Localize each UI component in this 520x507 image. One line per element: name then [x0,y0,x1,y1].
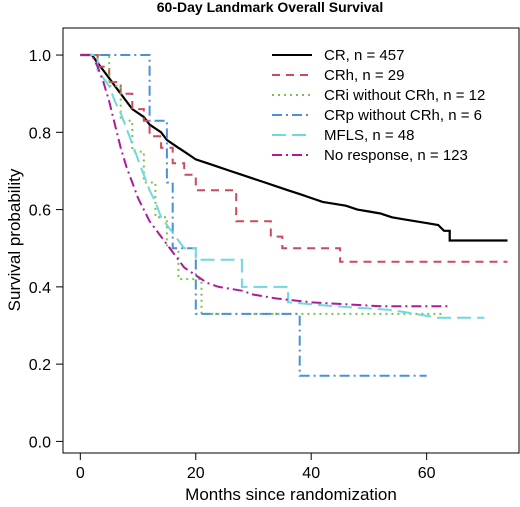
chart-title: 60-Day Landmark Overall Survival [157,0,383,15]
series-layer [80,53,508,377]
x-axis: 0 20 40 60 [76,453,436,482]
plot-frame [62,27,520,454]
legend: CR, n = 457 CRh, n = 29 CRi without CRh, n… [272,47,485,164]
y-tick-label: 0.0 [29,434,51,451]
series-line [80,54,427,377]
series-line [80,54,508,263]
series-line [80,54,485,319]
x-tick-label: 40 [302,465,320,482]
legend-label: CR, n = 457 [324,47,404,64]
y-tick-label: 0.8 [29,125,51,142]
y-tick-label: 0.6 [29,203,51,220]
x-tick-label: 20 [187,465,205,482]
legend-label: No response, n = 123 [324,147,468,164]
y-tick-label: 0.4 [29,280,51,297]
y-axis: 0.0 0.2 0.4 0.6 0.8 1.0 [29,48,63,451]
legend-label: CRp without CRh, n = 6 [324,107,482,124]
legend-label: CRi without CRh, n = 12 [324,87,485,104]
series-line [80,53,508,242]
legend-label: CRh, n = 29 [324,67,404,84]
y-tick-label: 1.0 [29,48,51,65]
y-tick-label: 0.2 [29,357,51,374]
legend-label: MFLS, n = 48 [324,127,414,144]
x-tick-label: 60 [418,465,436,482]
y-axis-label: Survival probability [5,168,24,311]
x-axis-label: Months since randomization [185,485,397,504]
x-tick-label: 0 [76,465,85,482]
